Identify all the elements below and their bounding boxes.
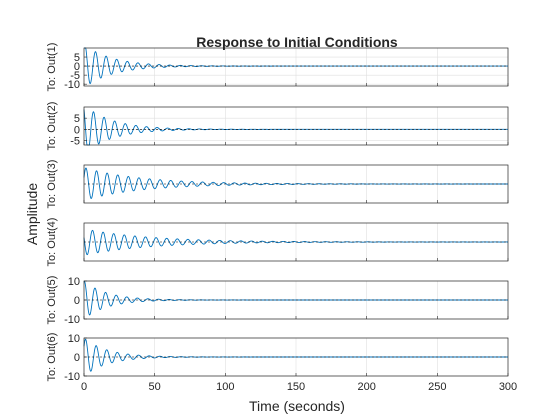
y-tick-label: 0 bbox=[74, 124, 80, 136]
y-tick-label: 0 bbox=[74, 295, 80, 307]
panel-label: To: Out(5) bbox=[46, 276, 58, 325]
subplot-6: -10 0 10 To: Out(6) bbox=[46, 333, 509, 383]
subplot-5: -10 0 10 To: Out(5) bbox=[46, 276, 509, 326]
y-tick-label: -10 bbox=[64, 314, 80, 326]
x-tick-label: 200 bbox=[357, 381, 375, 393]
x-tick-label: 50 bbox=[149, 381, 161, 393]
x-tick-label: 300 bbox=[499, 381, 517, 393]
subplot-4: To: Out(4) bbox=[46, 218, 509, 267]
y-tick-label: 0 bbox=[74, 352, 80, 364]
panel-label: To: Out(4) bbox=[46, 218, 58, 267]
y-tick-label: 5 bbox=[74, 52, 80, 64]
panel-label: To: Out(2) bbox=[46, 102, 58, 151]
x-axis: 0 50 100 150 200 250 300 bbox=[81, 381, 517, 393]
y-tick-label: -10 bbox=[64, 79, 80, 91]
y-tick-label: -10 bbox=[64, 371, 80, 383]
x-axis-label: Time (seconds) bbox=[249, 398, 345, 414]
y-tick-label: 0 bbox=[74, 61, 80, 73]
y-tick-label: -5 bbox=[70, 70, 80, 82]
x-tick-label: 250 bbox=[428, 381, 446, 393]
y-tick-label: -5 bbox=[70, 136, 80, 148]
panel-label: To: Out(1) bbox=[46, 43, 58, 92]
chart-title: Response to Initial Conditions bbox=[196, 34, 398, 50]
y-tick-label: 5 bbox=[74, 113, 80, 125]
x-tick-label: 150 bbox=[287, 381, 305, 393]
x-tick-label: 0 bbox=[81, 381, 87, 393]
subplot-2: -505 To: Out(2) bbox=[46, 102, 509, 151]
subplot-3: To: Out(3) bbox=[46, 160, 509, 209]
panel-label: To: Out(6) bbox=[46, 333, 58, 382]
y-tick-label: 10 bbox=[68, 333, 80, 345]
y-tick-label: 10 bbox=[68, 276, 80, 288]
panel-label: To: Out(3) bbox=[46, 160, 58, 209]
subplot-1: -10-505 To: Out(1) bbox=[46, 43, 509, 92]
x-tick-label: 100 bbox=[216, 381, 234, 393]
y-axis-label: Amplitude bbox=[24, 183, 40, 245]
